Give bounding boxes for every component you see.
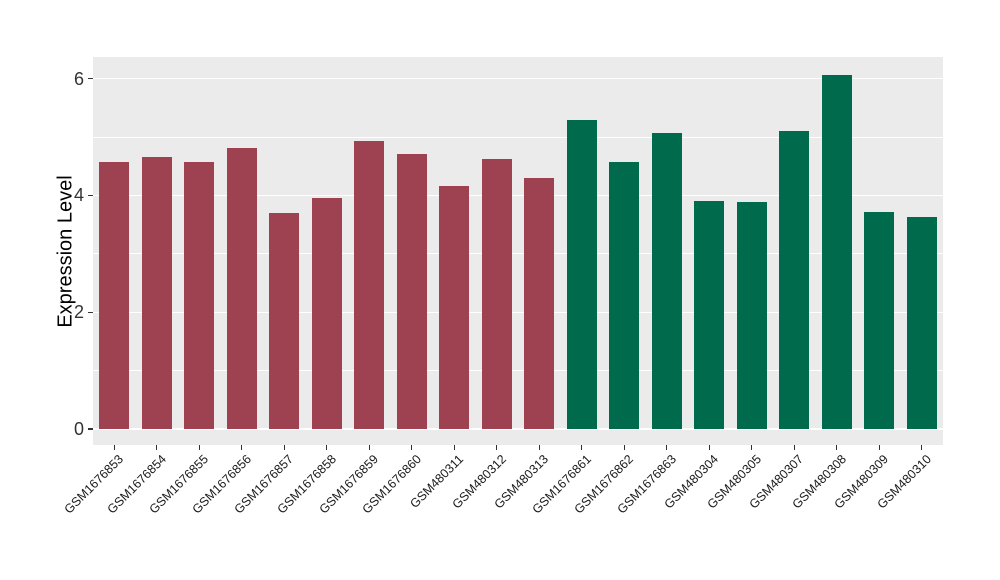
bar	[354, 140, 385, 429]
y-tick-label: 2	[73, 302, 84, 323]
y-tick-label: 6	[73, 68, 84, 89]
bar	[141, 156, 172, 429]
bar	[524, 178, 555, 429]
x-tick-mark	[878, 445, 880, 450]
bar	[736, 201, 767, 429]
y-tick-mark	[88, 428, 93, 430]
bar	[566, 120, 597, 429]
gridline-major	[93, 77, 943, 80]
bar	[481, 159, 512, 429]
x-tick-mark	[368, 445, 370, 450]
x-tick-mark	[198, 445, 200, 450]
x-tick-mark	[241, 445, 243, 450]
x-tick-mark	[666, 445, 668, 450]
x-tick-mark	[283, 445, 285, 450]
bar	[184, 162, 215, 429]
x-tick-mark	[581, 445, 583, 450]
bar	[821, 74, 852, 429]
y-tick-label: 4	[73, 185, 84, 206]
y-tick-mark	[88, 77, 93, 80]
plot-panel	[93, 57, 943, 445]
x-tick-mark	[751, 445, 753, 450]
bar	[609, 162, 640, 429]
y-axis-title: Expression Level	[54, 175, 77, 328]
bar	[396, 153, 427, 429]
x-tick-mark	[921, 445, 923, 450]
bar	[311, 197, 342, 429]
bar	[99, 161, 130, 429]
x-tick-mark	[623, 445, 625, 450]
bar	[226, 148, 257, 429]
x-tick-mark	[113, 445, 115, 450]
y-tick-mark	[88, 311, 93, 313]
bar	[864, 211, 895, 429]
x-tick-mark	[411, 445, 413, 450]
gridline-major	[93, 311, 943, 313]
bar	[906, 217, 937, 429]
x-tick-mark	[156, 445, 158, 450]
gridline-minor	[93, 253, 943, 255]
x-tick-mark	[793, 445, 795, 450]
bar	[439, 186, 470, 429]
y-tick-mark	[88, 194, 93, 197]
gridline-major	[93, 194, 943, 197]
x-tick-mark	[326, 445, 328, 450]
x-tick-mark	[836, 445, 838, 450]
x-tick-mark	[708, 445, 710, 450]
x-tick-mark	[453, 445, 455, 450]
x-tick-mark	[538, 445, 540, 450]
gridline-minor	[93, 136, 943, 138]
y-tick-label: 0	[73, 419, 84, 439]
bar	[651, 133, 682, 429]
bar	[694, 200, 725, 429]
bar	[779, 130, 810, 429]
bar	[269, 212, 300, 429]
gridline-minor	[93, 370, 943, 371]
gridline-major	[93, 428, 943, 430]
x-tick-mark	[496, 445, 498, 450]
